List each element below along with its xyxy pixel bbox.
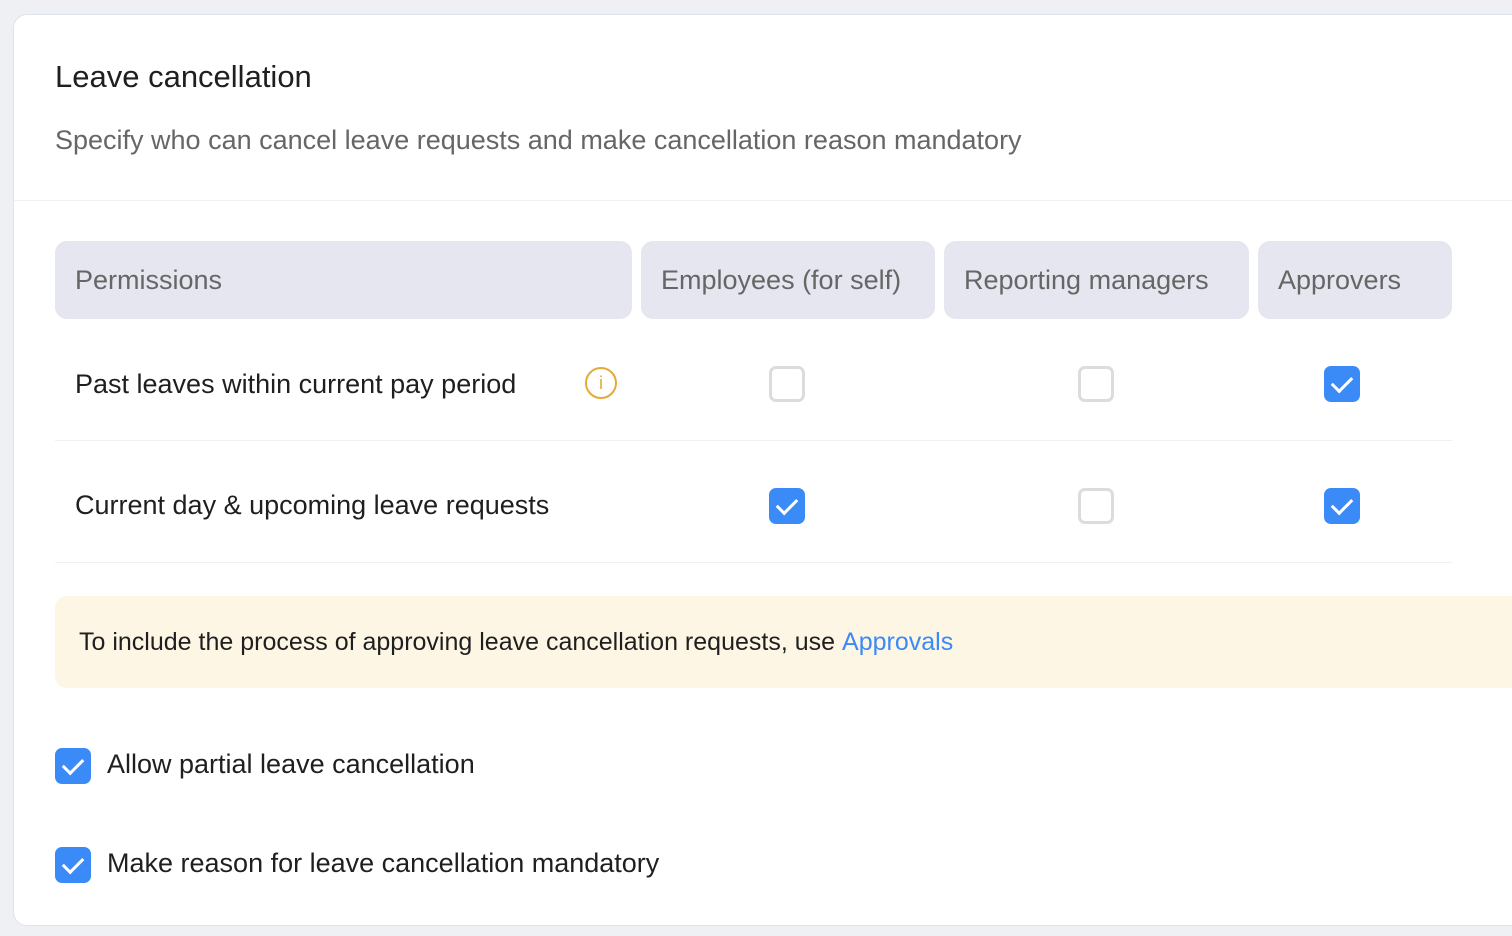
checkbox-current-approvers[interactable] bbox=[1324, 488, 1360, 524]
row-divider bbox=[55, 562, 1452, 563]
header-permissions: Permissions bbox=[55, 241, 632, 319]
header-reporting-managers: Reporting managers bbox=[944, 241, 1249, 319]
banner-text: To include the process of approving leav… bbox=[79, 627, 836, 656]
page-title: Leave cancellation bbox=[55, 59, 312, 94]
info-icon[interactable]: i bbox=[585, 367, 617, 399]
approvals-link[interactable]: Approvals bbox=[842, 627, 954, 656]
header-approvers: Approvers bbox=[1258, 241, 1452, 319]
checkbox-past-managers[interactable] bbox=[1078, 366, 1114, 402]
checkbox-partial-cancellation[interactable] bbox=[55, 748, 91, 784]
row-label: Current day & upcoming leave requests bbox=[75, 490, 550, 520]
option-label: Make reason for leave cancellation manda… bbox=[107, 848, 660, 878]
page-subtitle: Specify who can cancel leave requests an… bbox=[55, 125, 1022, 155]
checkbox-current-managers[interactable] bbox=[1078, 488, 1114, 524]
checkbox-past-employees[interactable] bbox=[769, 366, 805, 402]
divider bbox=[14, 200, 1512, 201]
header-employees: Employees (for self) bbox=[641, 241, 935, 319]
leave-cancellation-card: Leave cancellation Specify who can cance… bbox=[13, 14, 1512, 926]
checkbox-current-employees[interactable] bbox=[769, 488, 805, 524]
option-label: Allow partial leave cancellation bbox=[107, 749, 475, 779]
checkbox-reason-mandatory[interactable] bbox=[55, 847, 91, 883]
approvals-banner: To include the process of approving leav… bbox=[55, 596, 1512, 688]
row-divider bbox=[55, 440, 1452, 441]
checkbox-past-approvers[interactable] bbox=[1324, 366, 1360, 402]
row-label: Past leaves within current pay period bbox=[75, 369, 517, 399]
